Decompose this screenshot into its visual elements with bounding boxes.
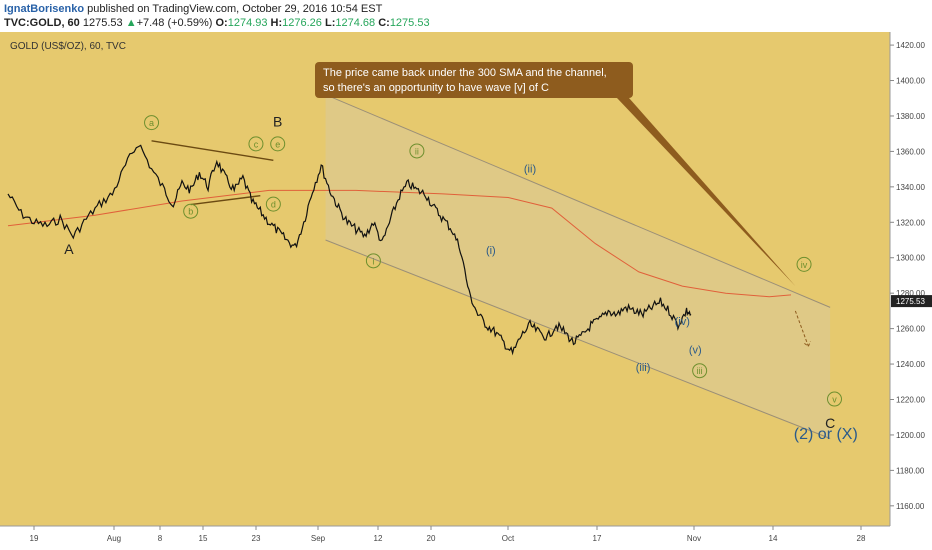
price-series-line bbox=[7, 144, 692, 356]
price-tick-label: 1220.00 bbox=[896, 396, 925, 405]
price-tick-label: 1200.00 bbox=[896, 431, 925, 440]
wave-label-minute: iv bbox=[801, 260, 808, 270]
last-price: 1275.53 bbox=[82, 17, 123, 29]
wave-label-major: A bbox=[64, 241, 74, 257]
channel-fill bbox=[325, 94, 831, 439]
close-label: C: bbox=[378, 17, 390, 29]
chart-title: GOLD (US$/OZ), 60, TVC bbox=[10, 41, 126, 52]
price-tick-label: 1240.00 bbox=[896, 360, 925, 369]
author-link[interactable]: IgnatBorisenko bbox=[4, 3, 85, 15]
high-value: 1276.26 bbox=[282, 17, 322, 29]
high-label: H: bbox=[270, 17, 283, 29]
projection-arrow bbox=[794, 310, 811, 348]
wave-label-circle bbox=[692, 363, 708, 379]
price-tick-label: 1180.00 bbox=[896, 466, 925, 475]
wave-label-circle bbox=[265, 196, 281, 212]
time-tick-label: 14 bbox=[769, 534, 778, 543]
wave-label-circle bbox=[796, 256, 812, 272]
time-tick-label: 12 bbox=[374, 534, 383, 543]
callout-box bbox=[315, 62, 633, 98]
wave-label-minute: e bbox=[275, 139, 280, 149]
price-axis: 1420.00 1400.00 1380.00 1360.00 1340.00 1320.… bbox=[890, 41, 925, 511]
time-tick-label: 28 bbox=[857, 534, 866, 543]
price-tick-label: 1400.00 bbox=[896, 77, 925, 86]
price-chart[interactable]: 1420.00 1400.00 1380.00 1360.00 1340.00 1320.… bbox=[0, 32, 932, 550]
price-change: +7.48 (+0.59%) bbox=[136, 17, 213, 29]
wave-label-minute: ii bbox=[415, 146, 419, 156]
wave-label-minute: b bbox=[188, 207, 193, 217]
downtrend-channel bbox=[325, 94, 831, 439]
time-tick-label: 23 bbox=[252, 534, 261, 543]
wave-label-major: B bbox=[273, 114, 282, 130]
time-tick-label: Sep bbox=[311, 534, 326, 543]
wave-label-minute: i bbox=[372, 256, 374, 266]
publish-info: published on TradingView.com, October 29… bbox=[87, 3, 383, 15]
time-axis: 19 Aug 8 15 23 Sep 12 20 Oct 17 Nov 14 28 bbox=[30, 526, 866, 543]
time-tick-label: Oct bbox=[502, 534, 515, 543]
wave-label-minor: (ii) bbox=[524, 164, 536, 176]
wave-label-minute: d bbox=[271, 200, 276, 210]
wave-label-minute: iii bbox=[697, 366, 703, 376]
wave-label-circle bbox=[183, 203, 199, 219]
channel-lower-line bbox=[325, 239, 831, 439]
symbol-label: TVC:GOLD, 60 bbox=[4, 17, 80, 29]
ohlc-line: TVC:GOLD, 60 1275.53 ▲+7.48 (+0.59%) O:1… bbox=[4, 17, 430, 29]
wave-label-major: C bbox=[825, 415, 835, 431]
time-tick-label: 8 bbox=[158, 534, 163, 543]
wave-labels: ABCabcdeiii(i)(ii)(iii)(iv)(v)iiiivv(2) … bbox=[64, 114, 858, 443]
chart-header: IgnatBorisenko published on TradingView.… bbox=[0, 0, 932, 32]
low-label: L: bbox=[324, 17, 336, 29]
callout: The price came back under the 300 SMA an… bbox=[315, 62, 796, 287]
time-tick-label: 19 bbox=[30, 534, 39, 543]
time-tick-label: Aug bbox=[107, 534, 121, 543]
callout-line: The price came back under the 300 SMA an… bbox=[323, 67, 607, 79]
price-tick-label: 1360.00 bbox=[896, 147, 925, 156]
time-tick-label: 17 bbox=[593, 534, 602, 543]
abcde-triangle bbox=[151, 140, 274, 206]
callout-pointer bbox=[617, 98, 796, 287]
callout-line: so there's an opportunity to have wave [… bbox=[323, 82, 549, 94]
price-tick-label: 1380.00 bbox=[896, 112, 925, 121]
wave-label-circle bbox=[409, 143, 425, 159]
time-tick-label: 20 bbox=[427, 534, 436, 543]
wave-label-circle bbox=[365, 253, 381, 269]
last-price-tag bbox=[891, 295, 932, 308]
price-tick-label: 1340.00 bbox=[896, 183, 925, 192]
channel-upper-line bbox=[325, 94, 831, 308]
wave-label-minute: a bbox=[149, 118, 154, 128]
up-arrow-icon: ▲ bbox=[125, 17, 137, 29]
price-tick-label: 1260.00 bbox=[896, 325, 925, 334]
sma-300-line bbox=[7, 189, 792, 298]
open-label: O: bbox=[215, 17, 228, 29]
price-axis-background bbox=[890, 32, 932, 550]
wave-label-circle bbox=[270, 136, 286, 152]
wave-label-circle bbox=[827, 391, 842, 407]
last-price-label: 1275.53 bbox=[896, 297, 925, 306]
wave-label-minor: (i) bbox=[486, 245, 496, 257]
time-axis-background bbox=[0, 526, 890, 550]
wave-label-minute: c bbox=[254, 139, 259, 149]
price-tick-label: 1300.00 bbox=[896, 254, 925, 263]
wave-label-minor: (iv) bbox=[675, 316, 690, 328]
callout-text: The price came back under the 300 SMA an… bbox=[323, 67, 607, 94]
close-value: 1275.53 bbox=[389, 17, 430, 29]
wave-label-degree: (2) or (X) bbox=[794, 426, 858, 443]
price-tick-label: 1280.00 bbox=[896, 289, 925, 298]
open-value: 1274.93 bbox=[227, 17, 268, 29]
time-tick-label: Nov bbox=[687, 534, 701, 543]
price-tick-label: 1420.00 bbox=[896, 41, 925, 50]
price-tick-label: 1160.00 bbox=[896, 502, 925, 511]
wave-label-circle bbox=[248, 136, 264, 152]
wave-label-minute: v bbox=[832, 395, 837, 405]
time-tick-label: 15 bbox=[199, 534, 208, 543]
low-value: 1274.68 bbox=[335, 17, 376, 29]
price-tick-label: 1320.00 bbox=[896, 218, 925, 227]
triangle-upper-line bbox=[151, 140, 274, 161]
publish-line: IgnatBorisenko published on TradingView.… bbox=[4, 3, 382, 15]
wave-label-minor: (v) bbox=[689, 344, 702, 356]
wave-label-minor: (iii) bbox=[636, 362, 651, 374]
wave-label-circle bbox=[144, 115, 160, 131]
triangle-lower-line bbox=[190, 195, 261, 206]
